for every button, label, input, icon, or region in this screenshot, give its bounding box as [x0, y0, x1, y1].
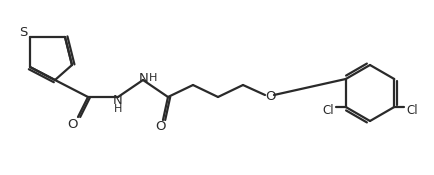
Text: S: S [19, 26, 27, 40]
Text: O: O [68, 117, 78, 131]
Text: Cl: Cl [322, 104, 334, 117]
Text: N: N [113, 93, 123, 107]
Text: H: H [149, 73, 157, 83]
Text: O: O [265, 89, 275, 103]
Text: O: O [156, 121, 166, 134]
Text: Cl: Cl [406, 104, 418, 117]
Text: N: N [139, 72, 149, 85]
Text: H: H [114, 104, 122, 114]
